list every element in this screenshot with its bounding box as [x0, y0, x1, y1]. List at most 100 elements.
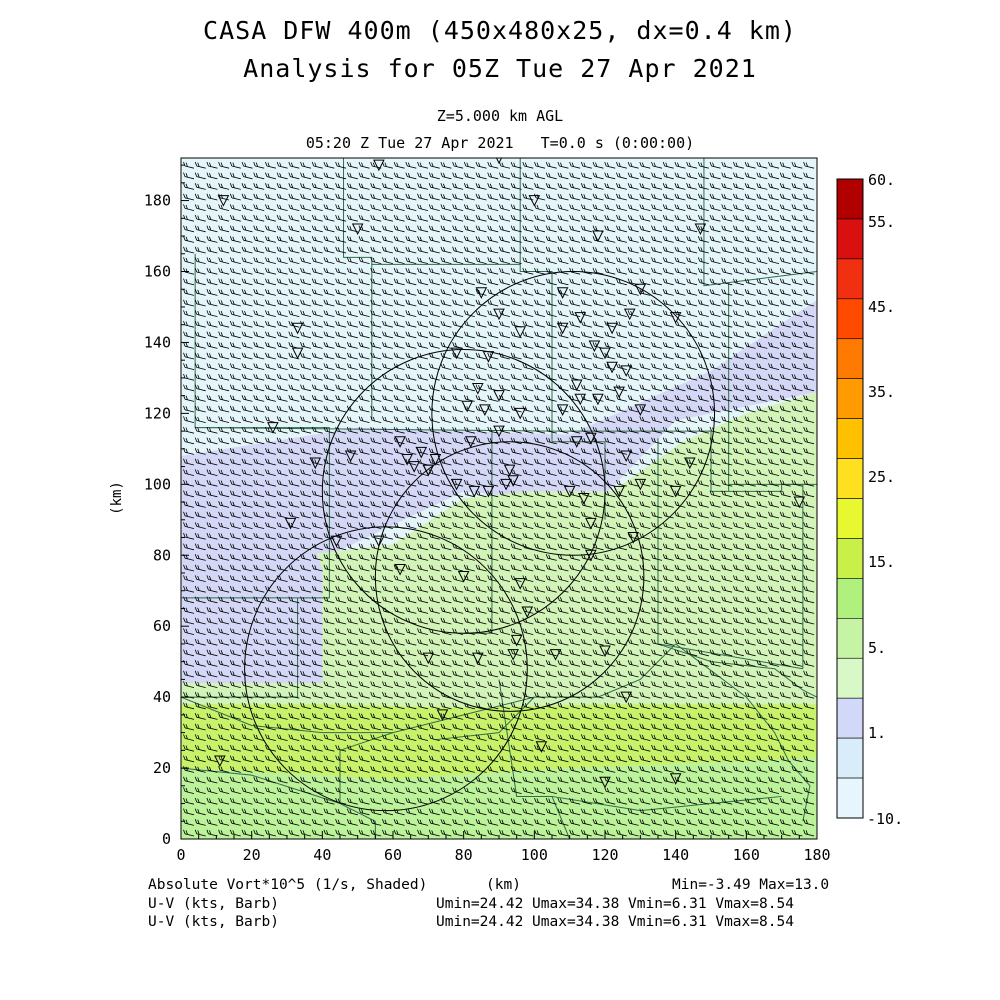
station-marker — [634, 478, 647, 491]
colorbar-swatch — [836, 498, 864, 539]
station-marker — [309, 457, 322, 470]
x-tick-label: 160 — [733, 846, 760, 864]
station-marker — [669, 773, 682, 785]
station-marker — [471, 652, 484, 665]
station-marker — [613, 386, 625, 399]
station-marker — [585, 549, 597, 562]
station-marker — [291, 322, 304, 335]
station-marker — [510, 634, 523, 647]
county-line — [343, 158, 553, 432]
y-tick-label: 80 — [153, 546, 171, 564]
county-line — [181, 767, 341, 805]
station-marker — [284, 517, 297, 530]
y-axis: 0 20 40 60 80 100 120 140 160 180 — [144, 164, 189, 848]
colorbar-swatch — [836, 378, 864, 419]
station-marker — [351, 223, 364, 236]
colorbar-swatch — [836, 657, 864, 699]
station-marker — [493, 308, 505, 321]
barb-label-2: U-V (kts, Barb) — [148, 914, 279, 930]
uv-stats-2: Umin=24.42 Umax=34.38 Vmin=6.31 Vmax=8.5… — [436, 914, 794, 930]
y-axis-unit-label: (km) — [108, 481, 125, 515]
station-marker — [588, 340, 601, 353]
station-marker — [549, 649, 562, 661]
x-tick-label: 40 — [313, 846, 331, 864]
y-tick-label: 0 — [162, 830, 171, 848]
colorbar-label: 35. — [868, 383, 895, 401]
x-tick-label: 80 — [455, 846, 473, 864]
county-line — [657, 643, 803, 670]
colorbar-frame — [836, 178, 864, 819]
station-marker — [793, 496, 806, 509]
station-marker — [479, 404, 491, 416]
station-marker — [217, 195, 230, 207]
station-marker — [373, 535, 385, 548]
y-tick-label: 20 — [153, 759, 171, 777]
field-label: Absolute Vort*10^5 (1/s, Shaded) — [148, 877, 428, 893]
station-marker — [669, 312, 682, 324]
station-marker — [503, 464, 516, 477]
county-line — [551, 795, 782, 812]
colorbar-label: 55. — [868, 213, 895, 231]
station-marker — [493, 425, 505, 438]
station-marker — [344, 450, 357, 463]
station-marker — [482, 351, 495, 363]
colorbar-swatch — [836, 298, 864, 340]
colorbar: 60. 55. 45. 35. 25. 15. 5. 1. -10. — [836, 171, 903, 828]
station-marker — [482, 485, 495, 498]
y-tick-label: 60 — [153, 617, 171, 635]
county-line — [703, 158, 817, 287]
county-line — [435, 696, 535, 741]
station-marker — [556, 287, 569, 299]
colorbar-swatch — [836, 618, 864, 659]
shade-lavender-patch — [244, 604, 295, 655]
x-tick-label: 0 — [176, 846, 185, 864]
colorbar-swatch — [836, 178, 864, 220]
x-tick-label: 60 — [384, 846, 402, 864]
station-marker — [620, 450, 633, 463]
station-marker — [577, 493, 590, 505]
x-tick-label: 20 — [243, 846, 261, 864]
county-line — [181, 643, 677, 734]
station-marker — [500, 478, 512, 491]
station-marker — [408, 461, 421, 473]
county-line — [675, 643, 811, 822]
station-marker — [507, 649, 519, 661]
x-axis: 0 20 40 60 80 100 120 140 160 180 — [176, 831, 831, 864]
x-tick-label: 100 — [521, 846, 548, 864]
station-marker — [599, 347, 611, 360]
colorbar-swatch — [836, 258, 864, 300]
min-max-label: Min=-3.49 Max=13.0 — [672, 877, 830, 893]
station-marker — [599, 776, 611, 789]
station-marker — [613, 485, 625, 498]
station-marker — [330, 535, 343, 548]
colorbar-swatch — [836, 578, 864, 619]
colorbar-swatch — [836, 538, 864, 579]
station-marker — [450, 478, 463, 491]
station-marker — [291, 347, 304, 360]
colorbar-swatch — [836, 777, 864, 819]
colorbar-swatch — [836, 458, 864, 499]
station-marker — [267, 422, 279, 434]
station-marker — [634, 283, 647, 296]
station-marker — [620, 691, 633, 704]
station-marker — [493, 390, 505, 402]
colorbar-label: 25. — [868, 468, 895, 486]
station-marker — [563, 485, 576, 498]
x-tick-label: 140 — [662, 846, 689, 864]
colorbar-swatch — [836, 418, 864, 459]
station-marker — [464, 436, 477, 448]
station-marker — [570, 379, 583, 392]
station-marker — [394, 436, 406, 448]
x-tick-label: 180 — [803, 846, 830, 864]
station-marker — [436, 709, 449, 721]
wind-barbs — [183, 161, 815, 837]
y-tick-label: 180 — [144, 192, 171, 210]
colorbar-swatch — [836, 218, 864, 260]
station-marker — [521, 606, 534, 619]
station-marker — [620, 365, 633, 377]
colorbar-label: 15. — [868, 553, 895, 571]
station-marker — [468, 485, 481, 498]
station-marker — [457, 571, 470, 583]
station-marker — [556, 404, 569, 416]
